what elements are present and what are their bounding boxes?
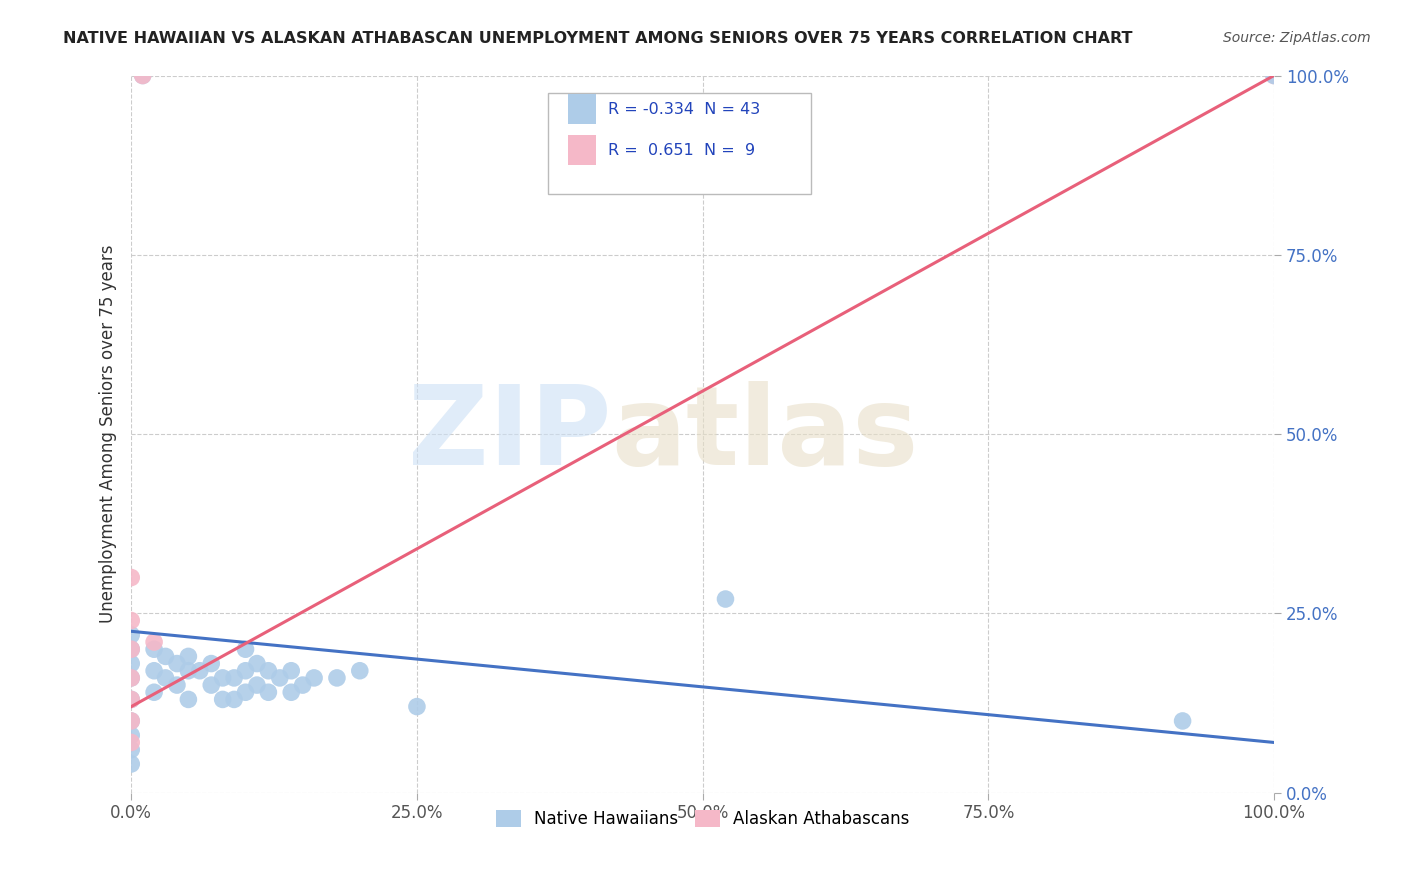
Text: ZIP: ZIP <box>408 381 612 488</box>
Point <box>211 692 233 706</box>
Point <box>120 642 142 657</box>
Point <box>269 671 291 685</box>
Point <box>177 649 200 664</box>
Point <box>177 664 200 678</box>
Point <box>120 671 142 685</box>
Point <box>143 685 166 699</box>
FancyBboxPatch shape <box>568 95 596 124</box>
Point <box>280 685 302 699</box>
Point <box>246 678 269 692</box>
Point <box>235 642 257 657</box>
Point <box>222 692 245 706</box>
Point <box>120 742 142 756</box>
Text: Source: ZipAtlas.com: Source: ZipAtlas.com <box>1223 31 1371 45</box>
Point <box>120 714 142 728</box>
Text: R =  0.651  N =  9: R = 0.651 N = 9 <box>607 143 755 158</box>
Point <box>120 614 142 628</box>
Text: NATIVE HAWAIIAN VS ALASKAN ATHABASCAN UNEMPLOYMENT AMONG SENIORS OVER 75 YEARS C: NATIVE HAWAIIAN VS ALASKAN ATHABASCAN UN… <box>63 31 1133 46</box>
Point <box>1171 714 1194 728</box>
Point <box>222 671 245 685</box>
Point <box>166 678 188 692</box>
Point <box>131 69 153 83</box>
Point <box>280 664 302 678</box>
Point <box>177 692 200 706</box>
Point <box>120 728 142 742</box>
Point <box>291 678 314 692</box>
Legend: Native Hawaiians, Alaskan Athabascans: Native Hawaiians, Alaskan Athabascans <box>489 803 917 835</box>
Point <box>120 714 142 728</box>
Point <box>143 642 166 657</box>
Point <box>714 592 737 607</box>
Point <box>246 657 269 671</box>
Point <box>120 692 142 706</box>
Point <box>302 671 325 685</box>
FancyBboxPatch shape <box>568 135 596 165</box>
Point <box>406 699 429 714</box>
Point <box>155 649 177 664</box>
Point <box>120 756 142 771</box>
Y-axis label: Unemployment Among Seniors over 75 years: Unemployment Among Seniors over 75 years <box>100 244 117 624</box>
Point <box>155 671 177 685</box>
Point <box>120 671 142 685</box>
Point <box>349 664 371 678</box>
Point <box>120 735 142 749</box>
Point <box>200 657 222 671</box>
Point <box>120 657 142 671</box>
Point <box>120 642 142 657</box>
Point <box>166 657 188 671</box>
Point <box>120 570 142 584</box>
FancyBboxPatch shape <box>548 94 811 194</box>
Point <box>326 671 349 685</box>
Point <box>120 692 142 706</box>
Point <box>120 628 142 642</box>
Point <box>143 635 166 649</box>
Text: R = -0.334  N = 43: R = -0.334 N = 43 <box>607 102 761 117</box>
Point <box>235 685 257 699</box>
Point <box>1263 69 1285 83</box>
Point <box>143 664 166 678</box>
Point <box>1263 69 1285 83</box>
Point <box>188 664 211 678</box>
Point <box>200 678 222 692</box>
Point <box>257 664 280 678</box>
Point <box>235 664 257 678</box>
Text: atlas: atlas <box>612 381 918 488</box>
Point <box>257 685 280 699</box>
Point <box>211 671 233 685</box>
Point <box>131 69 153 83</box>
